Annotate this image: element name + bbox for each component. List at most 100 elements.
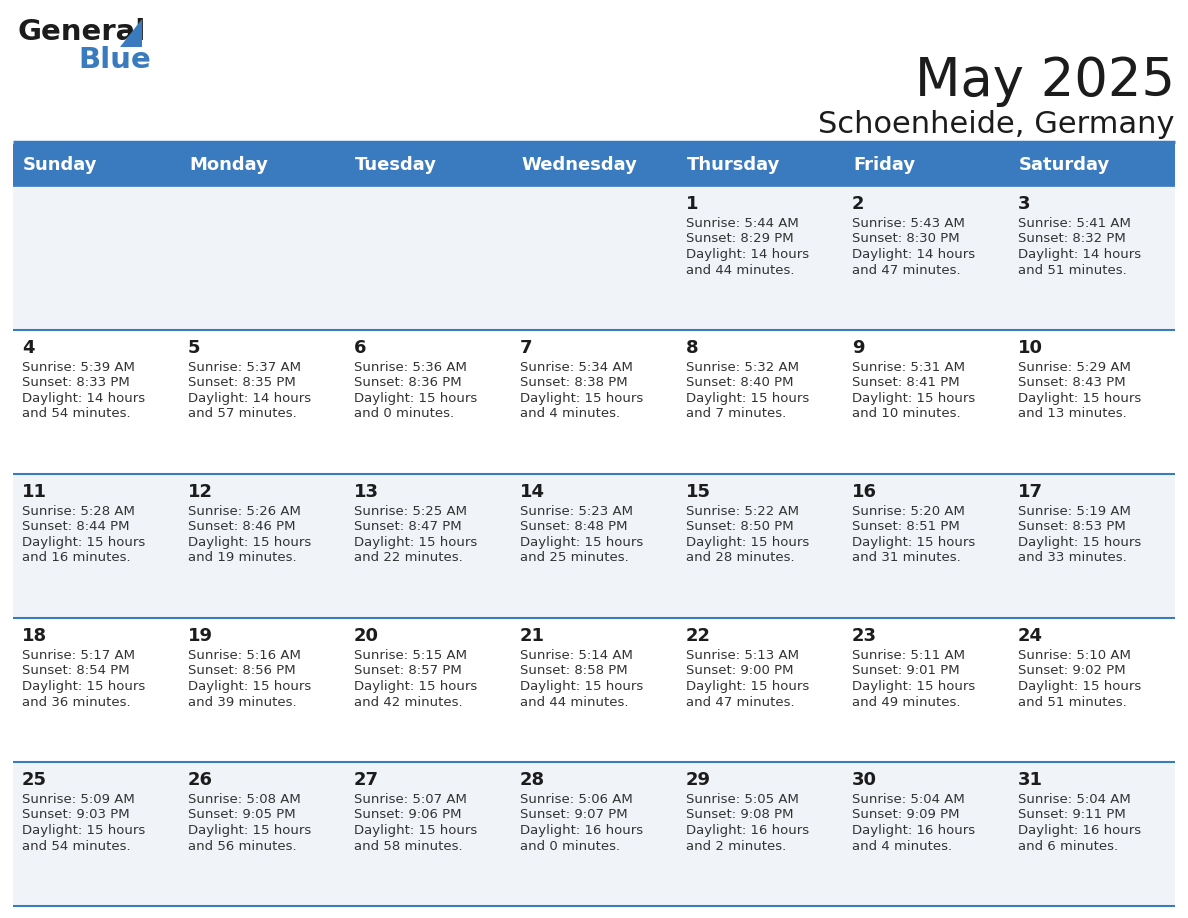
Text: Sunrise: 5:16 AM: Sunrise: 5:16 AM <box>188 649 301 662</box>
Text: and 0 minutes.: and 0 minutes. <box>354 408 454 420</box>
Text: Sunset: 8:43 PM: Sunset: 8:43 PM <box>1018 376 1125 389</box>
Text: Daylight: 14 hours: Daylight: 14 hours <box>852 248 975 261</box>
Text: Sunrise: 5:05 AM: Sunrise: 5:05 AM <box>685 793 798 806</box>
Text: Sunset: 9:11 PM: Sunset: 9:11 PM <box>1018 809 1126 822</box>
Text: Sunrise: 5:10 AM: Sunrise: 5:10 AM <box>1018 649 1131 662</box>
Text: 4: 4 <box>23 339 34 357</box>
Text: Daylight: 15 hours: Daylight: 15 hours <box>520 680 643 693</box>
Text: Sunrise: 5:13 AM: Sunrise: 5:13 AM <box>685 649 800 662</box>
Text: Sunset: 8:48 PM: Sunset: 8:48 PM <box>520 521 627 533</box>
Text: Daylight: 15 hours: Daylight: 15 hours <box>354 536 478 549</box>
Text: and 42 minutes.: and 42 minutes. <box>354 696 462 709</box>
Text: and 4 minutes.: and 4 minutes. <box>520 408 620 420</box>
Text: 5: 5 <box>188 339 201 357</box>
Text: Daylight: 16 hours: Daylight: 16 hours <box>520 824 643 837</box>
Bar <box>13 618 1175 762</box>
Text: Sunset: 8:53 PM: Sunset: 8:53 PM <box>1018 521 1126 533</box>
Text: and 4 minutes.: and 4 minutes. <box>852 839 952 853</box>
Text: Sunset: 8:32 PM: Sunset: 8:32 PM <box>1018 232 1126 245</box>
Text: Daylight: 15 hours: Daylight: 15 hours <box>685 680 809 693</box>
Text: and 44 minutes.: and 44 minutes. <box>520 696 628 709</box>
Text: Daylight: 15 hours: Daylight: 15 hours <box>520 392 643 405</box>
Text: Sunset: 9:02 PM: Sunset: 9:02 PM <box>1018 665 1125 677</box>
Text: Daylight: 15 hours: Daylight: 15 hours <box>354 392 478 405</box>
Text: 26: 26 <box>188 771 213 789</box>
Text: Daylight: 15 hours: Daylight: 15 hours <box>1018 536 1142 549</box>
Text: Sunset: 8:36 PM: Sunset: 8:36 PM <box>354 376 462 389</box>
Text: and 31 minutes.: and 31 minutes. <box>852 552 961 565</box>
Text: Sunset: 8:51 PM: Sunset: 8:51 PM <box>852 521 960 533</box>
Text: Monday: Monday <box>189 156 267 174</box>
Text: and 54 minutes.: and 54 minutes. <box>23 408 131 420</box>
Text: Sunrise: 5:44 AM: Sunrise: 5:44 AM <box>685 217 798 230</box>
Text: Sunrise: 5:11 AM: Sunrise: 5:11 AM <box>852 649 965 662</box>
Text: 12: 12 <box>188 483 213 501</box>
Text: Sunset: 9:09 PM: Sunset: 9:09 PM <box>852 809 960 822</box>
Text: Sunset: 9:06 PM: Sunset: 9:06 PM <box>354 809 461 822</box>
Text: and 44 minutes.: and 44 minutes. <box>685 263 795 276</box>
Text: Sunrise: 5:36 AM: Sunrise: 5:36 AM <box>354 361 467 374</box>
Text: Daylight: 15 hours: Daylight: 15 hours <box>354 680 478 693</box>
Text: Daylight: 15 hours: Daylight: 15 hours <box>188 536 311 549</box>
Text: Daylight: 15 hours: Daylight: 15 hours <box>354 824 478 837</box>
Text: 25: 25 <box>23 771 48 789</box>
Text: Daylight: 15 hours: Daylight: 15 hours <box>1018 392 1142 405</box>
Text: and 57 minutes.: and 57 minutes. <box>188 408 297 420</box>
Text: 29: 29 <box>685 771 710 789</box>
Text: Sunset: 8:29 PM: Sunset: 8:29 PM <box>685 232 794 245</box>
Bar <box>13 330 1175 474</box>
Text: 31: 31 <box>1018 771 1043 789</box>
Text: Sunset: 8:47 PM: Sunset: 8:47 PM <box>354 521 462 533</box>
Text: Sunrise: 5:25 AM: Sunrise: 5:25 AM <box>354 505 467 518</box>
Text: and 28 minutes.: and 28 minutes. <box>685 552 795 565</box>
Text: and 13 minutes.: and 13 minutes. <box>1018 408 1126 420</box>
Text: Sunday: Sunday <box>23 156 97 174</box>
Text: 16: 16 <box>852 483 877 501</box>
Text: Sunrise: 5:08 AM: Sunrise: 5:08 AM <box>188 793 301 806</box>
Text: Sunrise: 5:04 AM: Sunrise: 5:04 AM <box>852 793 965 806</box>
Text: Daylight: 16 hours: Daylight: 16 hours <box>852 824 975 837</box>
Text: Sunrise: 5:41 AM: Sunrise: 5:41 AM <box>1018 217 1131 230</box>
Text: Daylight: 15 hours: Daylight: 15 hours <box>1018 680 1142 693</box>
Text: Sunset: 8:58 PM: Sunset: 8:58 PM <box>520 665 627 677</box>
Text: Sunset: 9:08 PM: Sunset: 9:08 PM <box>685 809 794 822</box>
Text: and 56 minutes.: and 56 minutes. <box>188 839 297 853</box>
Text: Sunset: 8:46 PM: Sunset: 8:46 PM <box>188 521 296 533</box>
Text: and 58 minutes.: and 58 minutes. <box>354 839 462 853</box>
Text: General: General <box>18 18 146 46</box>
Text: Sunrise: 5:29 AM: Sunrise: 5:29 AM <box>1018 361 1131 374</box>
Text: Daylight: 16 hours: Daylight: 16 hours <box>1018 824 1142 837</box>
Text: and 0 minutes.: and 0 minutes. <box>520 839 620 853</box>
Text: 11: 11 <box>23 483 48 501</box>
Text: May 2025: May 2025 <box>915 55 1175 107</box>
Text: and 19 minutes.: and 19 minutes. <box>188 552 297 565</box>
Text: Sunrise: 5:20 AM: Sunrise: 5:20 AM <box>852 505 965 518</box>
Text: Sunrise: 5:04 AM: Sunrise: 5:04 AM <box>1018 793 1131 806</box>
Text: and 39 minutes.: and 39 minutes. <box>188 696 297 709</box>
Text: 6: 6 <box>354 339 367 357</box>
Text: Sunrise: 5:31 AM: Sunrise: 5:31 AM <box>852 361 965 374</box>
Text: Daylight: 14 hours: Daylight: 14 hours <box>23 392 145 405</box>
Text: Daylight: 14 hours: Daylight: 14 hours <box>685 248 809 261</box>
Text: 3: 3 <box>1018 195 1030 213</box>
Text: and 36 minutes.: and 36 minutes. <box>23 696 131 709</box>
Text: 7: 7 <box>520 339 532 357</box>
Text: Sunset: 8:56 PM: Sunset: 8:56 PM <box>188 665 296 677</box>
Text: Sunrise: 5:43 AM: Sunrise: 5:43 AM <box>852 217 965 230</box>
Text: Daylight: 14 hours: Daylight: 14 hours <box>188 392 311 405</box>
Text: and 54 minutes.: and 54 minutes. <box>23 839 131 853</box>
Text: Sunrise: 5:14 AM: Sunrise: 5:14 AM <box>520 649 633 662</box>
Text: Sunrise: 5:23 AM: Sunrise: 5:23 AM <box>520 505 633 518</box>
Text: Daylight: 15 hours: Daylight: 15 hours <box>23 536 145 549</box>
Text: Sunrise: 5:15 AM: Sunrise: 5:15 AM <box>354 649 467 662</box>
Text: Sunset: 8:30 PM: Sunset: 8:30 PM <box>852 232 960 245</box>
Text: Sunset: 8:50 PM: Sunset: 8:50 PM <box>685 521 794 533</box>
Text: 30: 30 <box>852 771 877 789</box>
Text: and 51 minutes.: and 51 minutes. <box>1018 696 1126 709</box>
Text: Sunrise: 5:06 AM: Sunrise: 5:06 AM <box>520 793 633 806</box>
Text: Daylight: 15 hours: Daylight: 15 hours <box>520 536 643 549</box>
Text: and 33 minutes.: and 33 minutes. <box>1018 552 1126 565</box>
Text: Sunrise: 5:07 AM: Sunrise: 5:07 AM <box>354 793 467 806</box>
Text: 22: 22 <box>685 627 710 645</box>
Text: Daylight: 15 hours: Daylight: 15 hours <box>188 680 311 693</box>
